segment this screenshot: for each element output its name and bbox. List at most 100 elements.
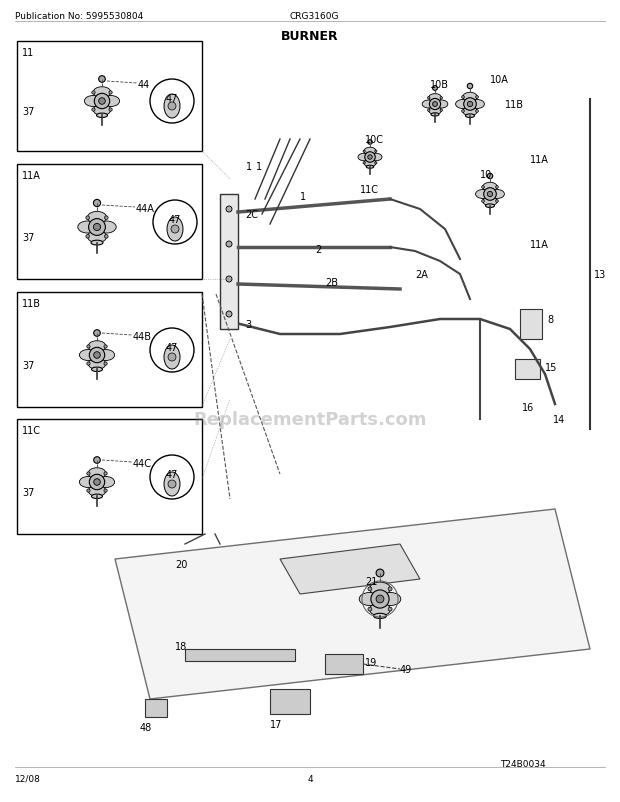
Ellipse shape bbox=[168, 103, 176, 111]
Text: 44C: 44C bbox=[133, 459, 152, 468]
Text: 10A: 10A bbox=[490, 75, 509, 85]
Ellipse shape bbox=[466, 115, 474, 119]
Ellipse shape bbox=[364, 148, 376, 156]
Circle shape bbox=[476, 96, 479, 99]
Ellipse shape bbox=[485, 205, 495, 209]
Circle shape bbox=[374, 151, 377, 153]
Bar bbox=[17, 42, 202, 152]
Ellipse shape bbox=[476, 190, 490, 199]
Ellipse shape bbox=[79, 350, 97, 361]
Circle shape bbox=[99, 77, 105, 83]
Circle shape bbox=[226, 277, 232, 282]
Circle shape bbox=[495, 186, 498, 189]
Circle shape bbox=[368, 587, 372, 591]
Ellipse shape bbox=[370, 603, 391, 616]
Ellipse shape bbox=[97, 350, 115, 361]
Text: 10: 10 bbox=[480, 170, 492, 180]
Circle shape bbox=[94, 479, 100, 486]
Bar bbox=[145, 699, 167, 717]
Ellipse shape bbox=[358, 154, 370, 161]
Text: 1: 1 bbox=[300, 192, 306, 202]
Text: 37: 37 bbox=[22, 488, 34, 497]
Circle shape bbox=[105, 235, 108, 239]
Circle shape bbox=[153, 200, 197, 245]
Text: 44: 44 bbox=[138, 80, 150, 90]
Text: 2A: 2A bbox=[415, 269, 428, 280]
Text: 10B: 10B bbox=[430, 80, 449, 90]
Text: 16: 16 bbox=[522, 403, 534, 412]
Text: 48: 48 bbox=[140, 722, 153, 732]
Circle shape bbox=[87, 363, 90, 366]
Circle shape bbox=[368, 156, 372, 160]
Ellipse shape bbox=[79, 477, 97, 488]
Polygon shape bbox=[280, 545, 420, 594]
Ellipse shape bbox=[97, 221, 116, 233]
Ellipse shape bbox=[92, 495, 102, 499]
Text: 11A: 11A bbox=[530, 240, 549, 249]
Text: 8: 8 bbox=[547, 314, 553, 325]
Text: 2C: 2C bbox=[245, 210, 258, 220]
Ellipse shape bbox=[168, 354, 176, 362]
Text: 37: 37 bbox=[22, 107, 34, 117]
Ellipse shape bbox=[370, 582, 391, 595]
Ellipse shape bbox=[366, 166, 374, 169]
Text: 17: 17 bbox=[270, 719, 282, 729]
Ellipse shape bbox=[463, 107, 477, 116]
Text: 11C: 11C bbox=[22, 426, 41, 435]
Text: CRG3160G: CRG3160G bbox=[290, 12, 340, 21]
Ellipse shape bbox=[364, 160, 376, 168]
Circle shape bbox=[467, 102, 472, 107]
Circle shape bbox=[462, 96, 464, 99]
Circle shape bbox=[94, 457, 100, 464]
Bar bbox=[17, 419, 202, 534]
Text: 1: 1 bbox=[256, 162, 262, 172]
Ellipse shape bbox=[484, 188, 496, 201]
Circle shape bbox=[109, 109, 112, 112]
Circle shape bbox=[87, 346, 90, 349]
Ellipse shape bbox=[102, 96, 120, 107]
Ellipse shape bbox=[92, 367, 102, 372]
Circle shape bbox=[94, 352, 100, 358]
Circle shape bbox=[368, 140, 372, 145]
Text: 49: 49 bbox=[400, 664, 412, 674]
Ellipse shape bbox=[380, 593, 401, 606]
Circle shape bbox=[388, 607, 392, 611]
Circle shape bbox=[226, 312, 232, 318]
Text: 2B: 2B bbox=[325, 277, 338, 288]
Circle shape bbox=[363, 163, 365, 164]
Circle shape bbox=[482, 186, 484, 189]
Text: 4: 4 bbox=[307, 774, 313, 783]
Circle shape bbox=[487, 174, 493, 180]
Ellipse shape bbox=[164, 346, 180, 370]
Circle shape bbox=[428, 98, 430, 100]
Bar bbox=[185, 649, 295, 661]
Circle shape bbox=[440, 98, 443, 100]
Ellipse shape bbox=[97, 114, 107, 119]
Text: 47: 47 bbox=[169, 215, 181, 225]
Circle shape bbox=[150, 456, 194, 500]
Ellipse shape bbox=[430, 99, 441, 111]
Ellipse shape bbox=[371, 590, 389, 609]
Circle shape bbox=[150, 80, 194, 124]
Ellipse shape bbox=[89, 475, 105, 490]
Circle shape bbox=[476, 111, 479, 113]
Ellipse shape bbox=[483, 183, 497, 192]
Circle shape bbox=[109, 91, 112, 95]
Circle shape bbox=[376, 569, 384, 577]
Circle shape bbox=[482, 200, 484, 203]
Ellipse shape bbox=[490, 190, 505, 199]
Circle shape bbox=[92, 109, 95, 112]
Text: 11: 11 bbox=[22, 48, 34, 58]
Circle shape bbox=[105, 217, 108, 221]
Text: 11B: 11B bbox=[505, 100, 524, 110]
Text: 2: 2 bbox=[315, 245, 321, 255]
Text: 44B: 44B bbox=[133, 331, 152, 342]
Circle shape bbox=[440, 110, 443, 112]
Circle shape bbox=[363, 151, 365, 153]
Circle shape bbox=[94, 200, 100, 208]
Text: 11A: 11A bbox=[22, 171, 41, 180]
Ellipse shape bbox=[470, 100, 484, 109]
Circle shape bbox=[150, 329, 194, 373]
Ellipse shape bbox=[370, 154, 382, 161]
Text: 18: 18 bbox=[175, 642, 187, 651]
